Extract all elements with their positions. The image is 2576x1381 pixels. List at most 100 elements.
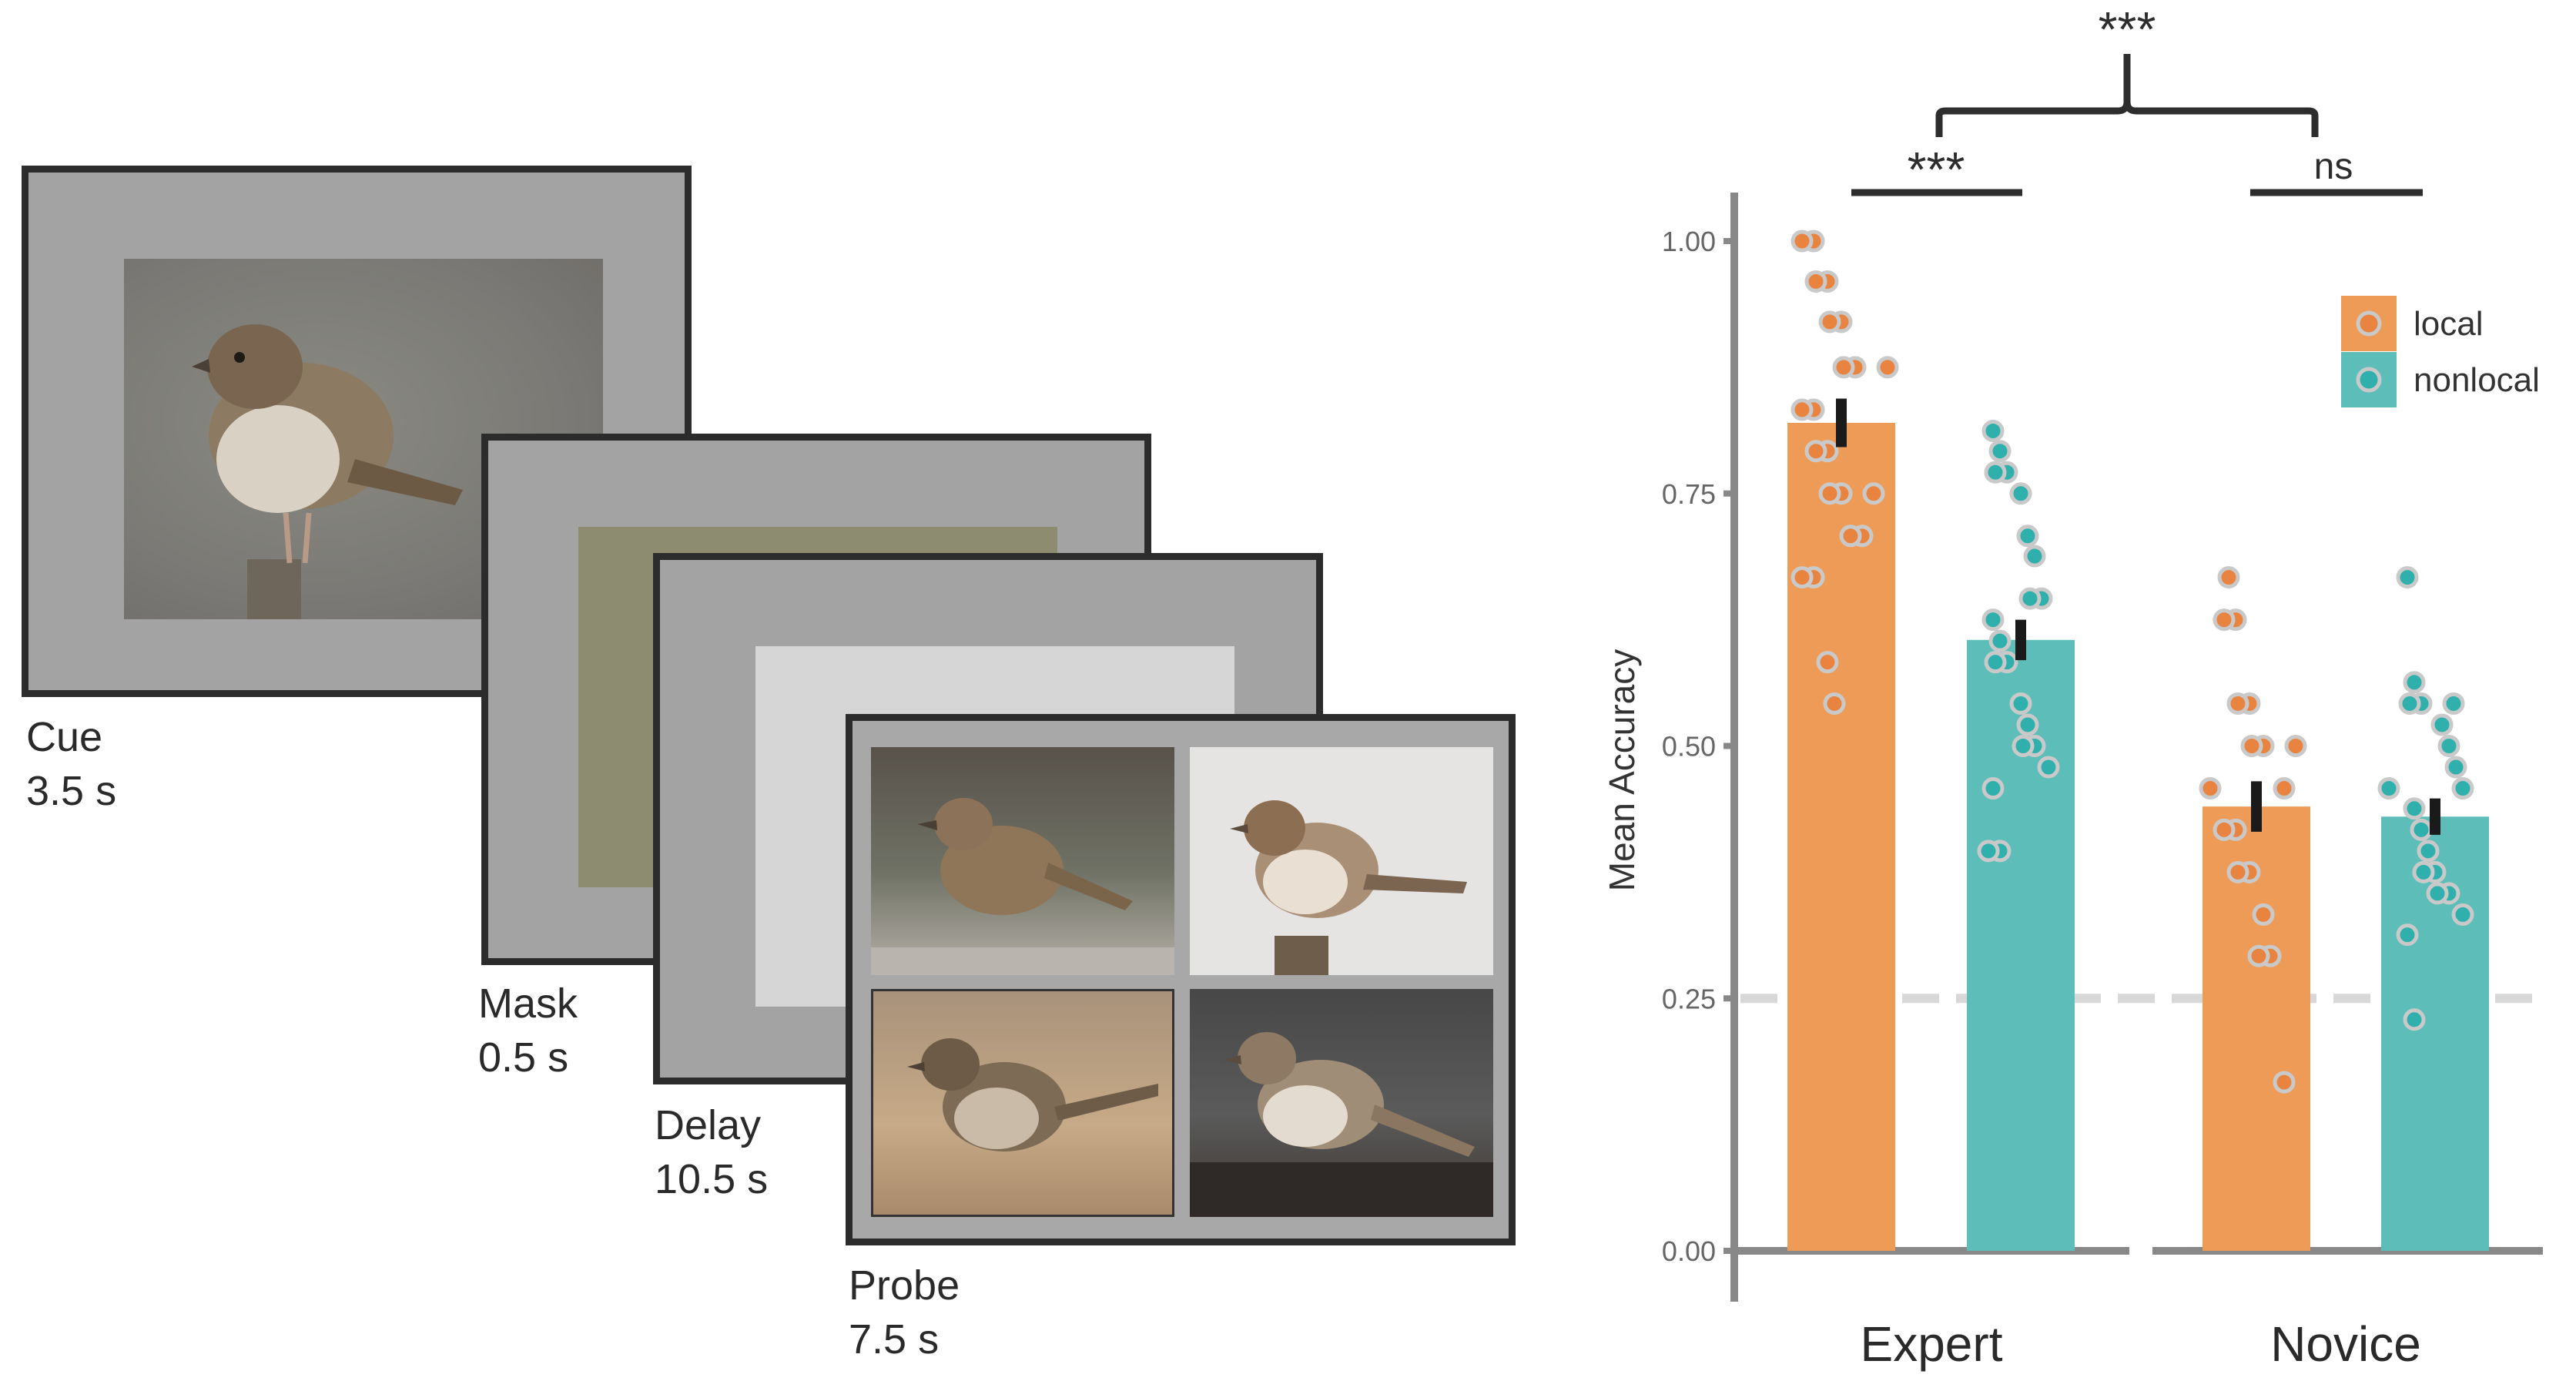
chart-legend: local nonlocal (2341, 296, 2540, 407)
legend-dot-local (2356, 310, 2382, 337)
data-point (1981, 419, 2005, 442)
data-point (2273, 1071, 2296, 1094)
data-point (2444, 756, 2467, 779)
data-point (1816, 651, 1839, 674)
probe-label: Probe 7.5 s (849, 1259, 960, 1366)
sparrow-illustration (192, 324, 463, 619)
probe-frame (846, 714, 1516, 1245)
data-point (2247, 944, 2270, 967)
data-point (2009, 482, 2032, 505)
data-point (2016, 713, 2039, 736)
data-point (2398, 692, 2421, 715)
data-point (2023, 545, 2046, 568)
data-point (1804, 440, 1827, 463)
data-point (2430, 713, 2454, 736)
data-point (1839, 525, 1862, 548)
data-point (2417, 840, 2440, 863)
delay-name: Delay (655, 1102, 762, 1148)
data-point (2240, 735, 2263, 757)
data-point (2403, 671, 2426, 694)
cue-duration: 3.5 s (26, 768, 117, 814)
y-tick-label: 0.75 (1662, 478, 1716, 510)
data-point (2403, 797, 2426, 820)
data-point (2252, 903, 2275, 926)
error-bars-layer (1836, 398, 2440, 835)
probe-option-2 (1190, 747, 1493, 975)
data-point (2226, 860, 2249, 883)
data-point (2273, 777, 2296, 800)
y-tick-label: 0.25 (1662, 983, 1716, 1014)
bars-layer (1787, 422, 2489, 1251)
vesper-sparrow-illustration (1190, 1032, 1493, 1217)
data-point (1823, 692, 1846, 715)
data-point (2199, 777, 2222, 800)
data-point (2396, 566, 2419, 589)
significance-label: ns (2314, 146, 2353, 187)
data-point (2213, 608, 2236, 632)
data-point (1790, 566, 1814, 589)
data-point (1981, 608, 2005, 632)
probe-duration: 7.5 s (849, 1316, 940, 1363)
data-point (1818, 482, 1841, 505)
probe-option-4 (1190, 989, 1493, 1217)
data-point (1876, 356, 1899, 379)
data-point (1832, 356, 1855, 379)
song-sparrow-illustration (1230, 800, 1467, 975)
legend-dot-nonlocal (2356, 367, 2382, 393)
group-comparison-brace (1935, 54, 2319, 137)
x-group-label: Expert (1861, 1316, 2003, 1372)
data-point (2217, 566, 2240, 589)
data-point (1988, 440, 2012, 463)
data-point (2426, 882, 2449, 905)
legend-label-nonlocal: nonlocal (2414, 361, 2540, 399)
trial-sequence-panel: Cue 3.5 s Mask 0.5 s Delay 10.5 s Probe … (22, 166, 1516, 1366)
y-tick-label: 1.00 (1662, 226, 1716, 257)
data-point (1804, 270, 1827, 293)
cue-name: Cue (26, 714, 103, 760)
lincolns-sparrow-illustration (907, 1038, 1158, 1151)
data-point (2018, 587, 2042, 610)
data-point (2403, 1008, 2426, 1031)
data-point (1984, 651, 2007, 674)
mask-duration: 0.5 s (478, 1034, 569, 1081)
data-point (2412, 860, 2435, 883)
data-point (1984, 461, 2007, 484)
bar-local-expert (1787, 422, 1895, 1251)
y-axis-label: Mean Accuracy (1602, 649, 1642, 891)
probe-option-3 (871, 989, 1174, 1217)
points-layer (1790, 230, 2474, 1094)
data-point (1862, 482, 1885, 505)
data-point (2009, 692, 2032, 715)
data-point (2451, 777, 2474, 800)
data-point (2396, 923, 2419, 947)
cue-frame (22, 166, 692, 697)
data-point (1818, 310, 1841, 334)
data-point (1981, 777, 2005, 800)
x-group-label: Novice (2270, 1316, 2421, 1372)
significance-layer: *** ns *** (1851, 2, 2423, 197)
data-point (2037, 756, 2060, 779)
wren-illustration (871, 798, 1174, 975)
data-point (2213, 818, 2236, 841)
data-point (2377, 777, 2400, 800)
data-point (1988, 629, 2012, 652)
data-point (2437, 735, 2460, 757)
legend-label-local: local (2414, 305, 2484, 343)
data-point (1790, 398, 1814, 421)
data-point (2012, 735, 2035, 757)
data-point (2451, 903, 2474, 926)
cue-bird-photo (124, 259, 603, 619)
data-point (1977, 840, 2000, 863)
probe-name: Probe (849, 1262, 960, 1309)
data-point (1790, 230, 1814, 253)
delay-duration: 10.5 s (655, 1156, 769, 1202)
data-point (2284, 735, 2307, 757)
mask-name: Mask (478, 980, 578, 1027)
significance-label: *** (2099, 2, 2156, 57)
data-point (2442, 692, 2465, 715)
y-tick-label: 0.00 (1662, 1235, 1716, 1267)
chart-axes: 0.00 0.25 0.50 0.75 1.00 Expert Novice (1662, 193, 2543, 1372)
data-point (2226, 692, 2249, 715)
delay-label: Delay 10.5 s (655, 1098, 768, 1206)
